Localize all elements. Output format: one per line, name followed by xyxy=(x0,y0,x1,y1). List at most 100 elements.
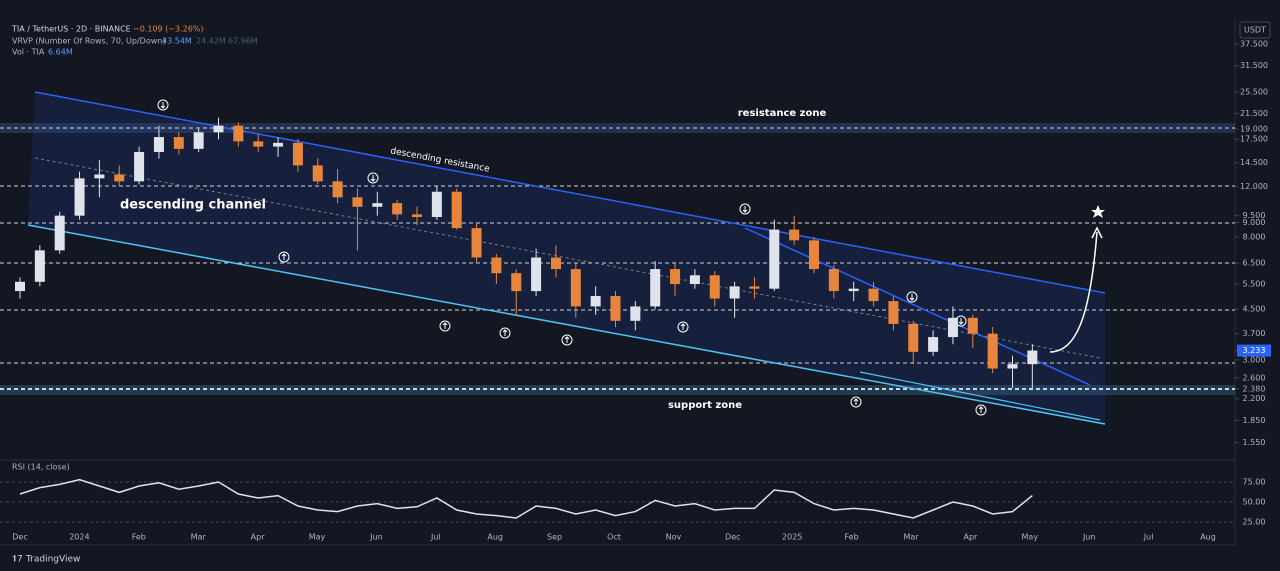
x-tick-label: Feb xyxy=(845,533,859,542)
x-tick-label: Sep xyxy=(547,533,562,542)
x-tick-label: Dec xyxy=(725,533,740,542)
arrow-head xyxy=(1091,226,1103,239)
pivot-marker xyxy=(850,396,862,408)
candle-body xyxy=(352,197,363,207)
x-tick-label: Jul xyxy=(430,533,441,542)
indicator-value: 67.96M xyxy=(228,37,258,46)
candle-body xyxy=(967,317,978,334)
candle-body xyxy=(709,275,720,299)
currency-box[interactable] xyxy=(1239,21,1271,39)
annotation: descending channel xyxy=(120,198,266,213)
candle-body xyxy=(491,257,502,274)
price-badge xyxy=(1237,344,1271,357)
y-tick-label: 2.600 xyxy=(1243,373,1266,382)
candle-body xyxy=(233,125,244,142)
pivot-arrow xyxy=(502,329,508,336)
x-tick-label: Apr xyxy=(251,533,266,542)
rsi-title: RSI (14, close) xyxy=(12,463,70,472)
pivot-marker xyxy=(439,320,451,332)
x-tick-label: Oct xyxy=(607,533,621,542)
pivot-marker xyxy=(975,404,987,416)
candle-body xyxy=(253,141,264,147)
candle-body xyxy=(630,306,641,321)
y-tick-label: 5.500 xyxy=(1243,280,1266,289)
candle-body xyxy=(670,269,681,285)
candle-body xyxy=(908,323,919,352)
y-tick-label: 9.000 xyxy=(1243,218,1266,227)
x-tick-label: 2025 xyxy=(782,533,802,542)
currency[interactable]: USDT xyxy=(1244,26,1266,35)
x-tick-label: Mar xyxy=(903,533,919,542)
candle-body xyxy=(650,269,661,307)
pivot-marker xyxy=(367,172,379,184)
x-tick-label: 2024 xyxy=(69,533,89,542)
symbol: TIA / TetherUS · 2D · BINANCE xyxy=(11,25,131,34)
x-tick-label: Aug xyxy=(1200,533,1216,542)
annotation: support zone xyxy=(668,400,742,411)
rsi-tick-label: 75.00 xyxy=(1243,478,1266,487)
x-tick-label: Apr xyxy=(963,533,978,542)
indicator: VRVP (Number Of Rows, 70, Up/Down) xyxy=(12,37,165,46)
candle-body xyxy=(789,229,800,241)
projection-arrow xyxy=(1049,231,1098,353)
candle-body xyxy=(511,273,522,292)
candle-body xyxy=(193,132,204,149)
pivot-arrow xyxy=(978,406,984,413)
y-tick-label: 21.500 xyxy=(1240,109,1268,118)
y-tick-label: 4.500 xyxy=(1243,305,1266,314)
y-tick-label: 31.500 xyxy=(1240,61,1268,70)
indicator-value: 6.64M xyxy=(48,48,73,57)
candle-body xyxy=(809,240,819,270)
candle-body xyxy=(372,203,383,207)
candle-body xyxy=(610,295,621,321)
x-tick-label: Feb xyxy=(132,533,146,542)
pivot-arrow xyxy=(281,253,287,260)
pivot-marker xyxy=(677,321,689,333)
target-star xyxy=(1091,205,1105,218)
candle-body xyxy=(868,288,879,302)
candle-body xyxy=(947,317,958,338)
y-tick-label: 19.000 xyxy=(1240,124,1268,133)
candle-body xyxy=(312,165,323,182)
pivot-marker xyxy=(906,291,918,303)
x-tick-label: Dec xyxy=(12,533,27,542)
candle-body xyxy=(888,301,899,324)
x-tick-label: Aug xyxy=(487,533,503,542)
candle-body xyxy=(570,269,581,307)
y-tick-label: 8.000 xyxy=(1243,233,1266,242)
channel-lower xyxy=(27,224,1106,425)
y-tick-label: 1.850 xyxy=(1243,416,1266,425)
candle-body xyxy=(392,203,403,215)
pivot-marker xyxy=(561,334,573,346)
candle-body xyxy=(987,333,998,369)
pivot-marker xyxy=(499,327,511,339)
pivot-arrow xyxy=(680,323,686,330)
candle-body xyxy=(590,295,601,307)
y-tick-label: 6.500 xyxy=(1243,259,1266,268)
indicator-value: 43.54M xyxy=(162,37,192,46)
brand-logo: 𝟏7 xyxy=(12,555,23,565)
indicator-value: 24.42M xyxy=(196,37,226,46)
x-tick-label: May xyxy=(1022,533,1039,542)
x-tick-label: Jul xyxy=(1143,533,1154,542)
indicator: Vol · TIA xyxy=(12,48,45,57)
pivot-marker xyxy=(739,203,751,215)
pivot-arrow xyxy=(742,206,748,213)
candle-body xyxy=(412,214,422,217)
candle-body xyxy=(749,286,760,289)
pivot-arrow xyxy=(853,398,859,405)
candle-body xyxy=(292,142,303,166)
x-tick-label: May xyxy=(309,533,326,542)
candle-body xyxy=(173,137,184,149)
candle-body xyxy=(134,152,145,182)
candle-body xyxy=(34,250,45,282)
candle-body xyxy=(54,215,65,251)
pivot-arrow xyxy=(160,102,166,109)
y-tick-label: 3.000 xyxy=(1243,355,1266,364)
y-tick-label: 3.233 xyxy=(1243,346,1266,355)
rsi-line xyxy=(19,478,1033,519)
inner-support xyxy=(859,371,1101,421)
y-tick-label: 9.500 xyxy=(1243,211,1266,220)
change: −0.109 (−3.26%) xyxy=(133,25,204,34)
